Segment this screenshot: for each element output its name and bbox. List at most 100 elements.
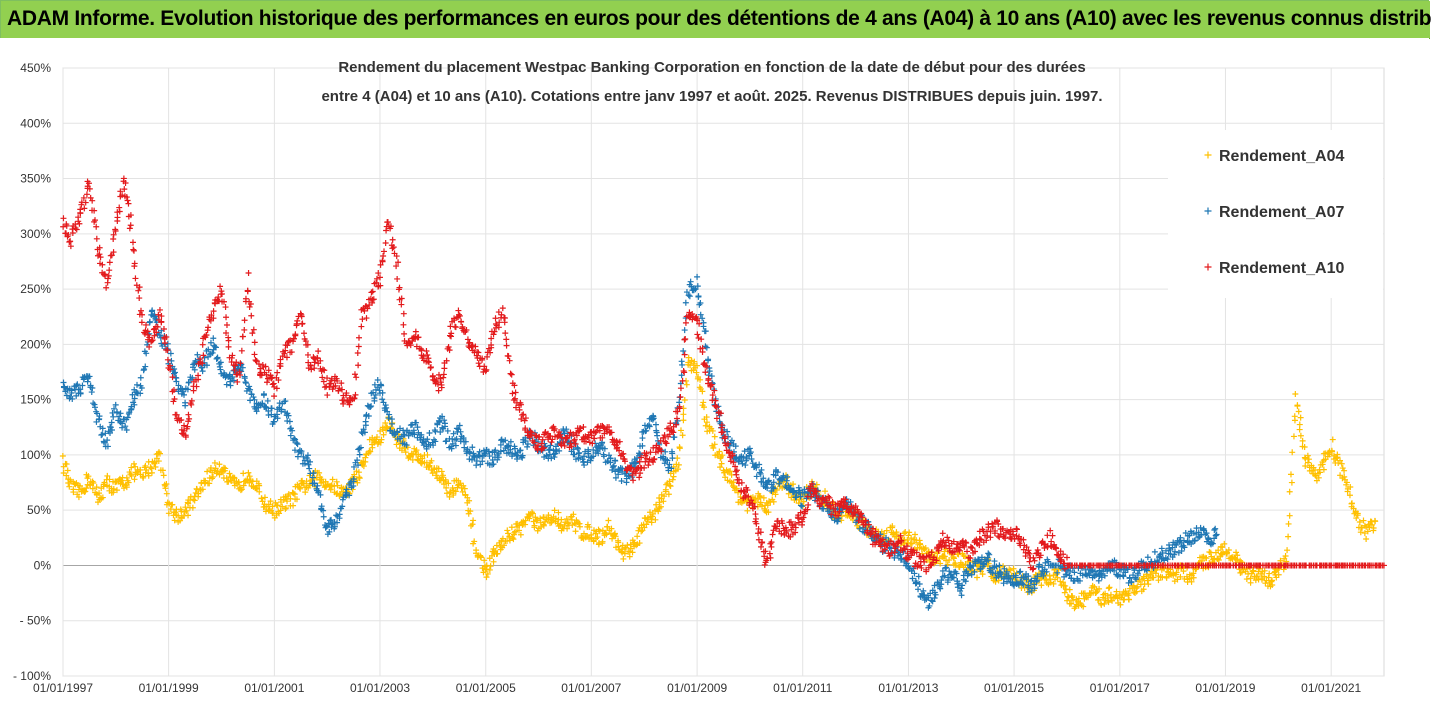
data-point bbox=[355, 469, 362, 476]
data-point bbox=[760, 475, 767, 482]
data-point bbox=[482, 451, 489, 458]
data-point bbox=[780, 472, 787, 479]
data-point bbox=[464, 494, 471, 501]
data-point bbox=[495, 454, 502, 461]
data-point bbox=[710, 444, 717, 451]
data-point bbox=[152, 464, 159, 471]
data-point bbox=[282, 505, 289, 512]
data-point bbox=[470, 450, 477, 457]
data-point bbox=[175, 512, 182, 519]
data-point bbox=[699, 315, 706, 322]
data-point bbox=[814, 494, 821, 501]
data-point bbox=[946, 557, 953, 564]
data-point bbox=[227, 382, 234, 389]
data-point bbox=[171, 517, 178, 524]
data-point bbox=[756, 492, 763, 499]
data-point bbox=[132, 463, 139, 470]
data-point bbox=[487, 563, 494, 570]
data-point bbox=[1105, 585, 1112, 592]
data-point bbox=[911, 570, 918, 577]
data-point bbox=[646, 423, 653, 430]
x-tick-label: 01/01/2019 bbox=[1195, 681, 1255, 695]
axes: - 100%- 50%0%50%100%150%200%250%300%350%… bbox=[13, 61, 1362, 695]
data-point bbox=[729, 482, 736, 489]
data-point bbox=[1304, 459, 1311, 466]
data-point bbox=[269, 510, 276, 517]
data-point bbox=[430, 442, 437, 449]
data-point bbox=[59, 453, 66, 460]
data-point bbox=[1370, 527, 1377, 534]
data-point bbox=[711, 433, 718, 440]
data-point bbox=[261, 494, 268, 501]
data-point bbox=[443, 490, 450, 497]
data-point bbox=[66, 483, 73, 490]
data-point bbox=[354, 457, 361, 464]
series-Rendement_A07 bbox=[60, 273, 1220, 611]
data-point bbox=[96, 415, 103, 422]
data-point bbox=[912, 531, 919, 538]
data-point bbox=[1186, 575, 1193, 582]
data-point bbox=[477, 461, 484, 468]
data-point bbox=[426, 462, 433, 469]
data-point bbox=[594, 534, 601, 541]
data-point bbox=[76, 482, 83, 489]
legend-label: Rendement_A04 bbox=[1219, 148, 1344, 165]
data-point bbox=[670, 473, 677, 480]
data-point bbox=[448, 445, 455, 452]
data-point bbox=[388, 416, 395, 423]
data-point bbox=[477, 553, 484, 560]
data-point bbox=[457, 428, 464, 435]
data-point bbox=[156, 332, 163, 339]
data-point bbox=[1057, 578, 1064, 585]
data-point bbox=[757, 470, 764, 477]
data-point bbox=[267, 498, 274, 505]
data-point bbox=[666, 482, 673, 489]
data-point bbox=[504, 527, 511, 534]
data-point bbox=[620, 555, 627, 562]
data-point bbox=[1125, 590, 1132, 597]
data-point bbox=[1080, 603, 1087, 610]
data-point bbox=[921, 591, 928, 598]
data-point bbox=[279, 503, 286, 510]
data-point bbox=[356, 451, 363, 458]
data-point bbox=[883, 527, 890, 534]
data-point bbox=[696, 301, 703, 308]
data-point bbox=[165, 510, 172, 517]
data-point bbox=[203, 362, 210, 369]
data-point bbox=[265, 501, 272, 508]
data-point bbox=[240, 470, 247, 477]
data-point bbox=[70, 486, 77, 493]
data-point bbox=[483, 574, 490, 581]
data-point bbox=[178, 508, 185, 515]
data-point bbox=[1247, 579, 1254, 586]
data-point bbox=[111, 405, 118, 412]
data-point bbox=[452, 442, 459, 449]
data-point bbox=[514, 452, 521, 459]
data-point bbox=[241, 373, 248, 380]
data-point bbox=[269, 503, 276, 510]
data-point bbox=[1265, 574, 1272, 581]
data-point bbox=[665, 491, 672, 498]
data-point bbox=[428, 457, 435, 464]
data-point bbox=[922, 544, 929, 551]
x-tick-label: 01/01/2009 bbox=[667, 681, 727, 695]
data-point bbox=[668, 448, 675, 455]
data-point bbox=[1285, 520, 1292, 527]
data-point bbox=[296, 484, 303, 491]
data-point bbox=[247, 386, 254, 393]
data-point bbox=[372, 391, 379, 398]
data-point bbox=[73, 382, 80, 389]
data-point bbox=[677, 427, 684, 434]
data-point bbox=[511, 445, 518, 452]
data-point bbox=[172, 509, 179, 516]
data-point bbox=[93, 484, 100, 491]
data-point bbox=[211, 459, 218, 466]
data-point bbox=[753, 464, 760, 471]
data-point bbox=[368, 403, 375, 410]
data-point bbox=[890, 530, 897, 537]
data-point bbox=[314, 482, 321, 489]
data-point bbox=[1234, 552, 1241, 559]
data-point bbox=[64, 467, 71, 474]
data-point bbox=[443, 437, 450, 444]
data-point bbox=[555, 509, 562, 516]
